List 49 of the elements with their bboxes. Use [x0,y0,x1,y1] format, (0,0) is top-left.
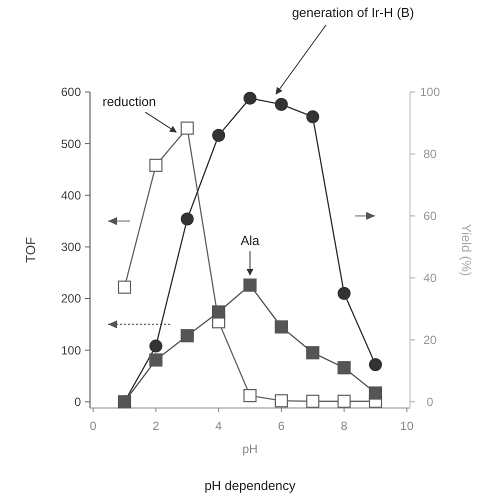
y-tick-label: 200 [60,292,82,306]
y2-tick-label: 60 [423,209,437,224]
point [306,346,320,360]
point [306,394,320,408]
y-tick-label: 500 [60,136,82,151]
text: pH dependency [204,478,296,493]
y2-axis-title: Yield (%) [459,224,474,276]
point [338,394,351,408]
point [274,98,288,111]
annotation: reduction [102,94,156,110]
x-tick-label: 2 [152,419,160,433]
y-tick-label: 300 [60,240,82,254]
y-axis-title: TOF [23,237,38,263]
y2-tick-label: 0 [426,395,434,410]
y2-tick-label: 40 [423,271,437,286]
point [274,394,288,408]
y2-tick-label: 100 [420,85,440,100]
y-tick-label: 400 [60,188,82,202]
point [180,122,194,135]
x-tick-label: 4 [215,419,222,433]
point [243,278,257,292]
point [338,361,351,374]
y2-tick-label: 80 [423,147,437,162]
x-tick-label: 0 [90,419,97,433]
point [243,389,257,402]
y2-tick-label: 20 [423,333,437,348]
point [212,128,226,142]
x-tick-label: 8 [340,419,348,433]
annotation: Ala [240,233,260,248]
point [149,158,162,172]
point [149,353,162,367]
point [338,286,351,300]
point [118,280,132,294]
point [368,358,382,372]
point [274,320,288,334]
point [368,386,382,400]
x-tick-label: 6 [278,419,286,433]
point [212,305,226,319]
y-tick-label: 600 [60,85,82,100]
point [149,340,162,353]
point [306,110,320,124]
x-axis-title: pH [242,442,258,456]
y-tick-label: 0 [74,395,82,410]
x-tick-label: 10 [400,419,414,433]
point [244,92,256,105]
point [180,212,194,226]
point [180,329,194,342]
y-tick-label: 100 [60,343,82,358]
text: generation of Ir-H (B) [292,5,414,20]
